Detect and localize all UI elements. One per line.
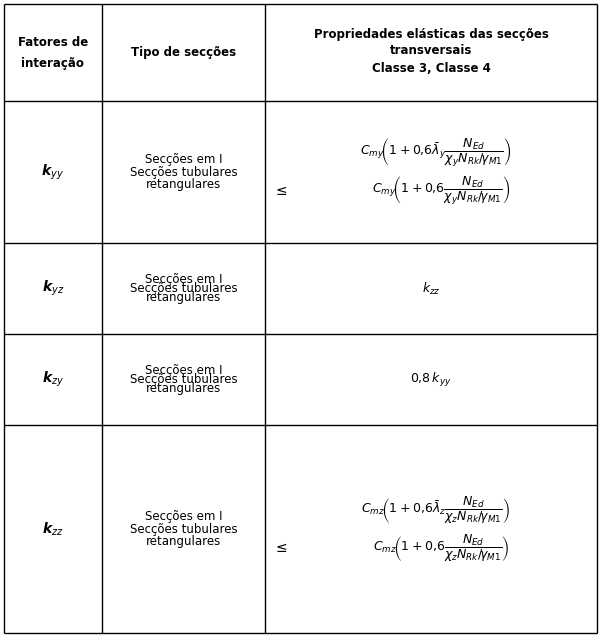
Text: Fatores de
interação: Fatores de interação [18,36,88,69]
Text: Propriedades elásticas das secções: Propriedades elásticas das secções [314,28,548,41]
Text: transversais: transversais [390,44,472,57]
Text: $\boldsymbol{k}_{zz}$: $\boldsymbol{k}_{zz}$ [42,520,64,538]
Text: retangulares: retangulares [146,382,221,396]
Text: $C_{my}\!\left(1+0{,}6\bar{\lambda}_y\dfrac{N_{Ed}}{\chi_y N_{Rk}/\!\gamma_{M1}}: $C_{my}\!\left(1+0{,}6\bar{\lambda}_y\df… [360,137,511,169]
Text: retangulares: retangulares [146,291,221,304]
Text: $\boldsymbol{k}_{yy}$: $\boldsymbol{k}_{yy}$ [41,162,64,182]
Text: $\leq$: $\leq$ [273,541,288,555]
Text: retangulares: retangulares [146,535,221,548]
Text: $k_{zz}$: $k_{zz}$ [422,280,441,297]
Text: $\boldsymbol{k}_{zy}$: $\boldsymbol{k}_{zy}$ [41,370,64,389]
Text: $\leq$: $\leq$ [273,184,288,198]
Text: Secções em I: Secções em I [145,273,222,286]
Text: $\boldsymbol{k}_{yz}$: $\boldsymbol{k}_{yz}$ [41,279,64,298]
Text: $C_{mz}\!\left(1+0{,}6\bar{\lambda}_z\dfrac{N_{Ed}}{\chi_z N_{Rk}/\!\gamma_{M1}}: $C_{mz}\!\left(1+0{,}6\bar{\lambda}_z\df… [361,495,510,526]
Text: Secções em I: Secções em I [145,510,222,523]
Text: Secções tubulares: Secções tubulares [130,282,237,295]
Text: $C_{my}\!\left(1+0{,}6\dfrac{N_{Ed}}{\chi_y N_{Rk}/\!\gamma_{M1}}\right)$: $C_{my}\!\left(1+0{,}6\dfrac{N_{Ed}}{\ch… [372,175,510,207]
Text: Secções tubulares: Secções tubulares [130,166,237,179]
Text: $C_{mz}\!\left(1+0{,}6\dfrac{N_{Ed}}{\chi_z N_{Rk}/\!\gamma_{M1}}\right)$: $C_{mz}\!\left(1+0{,}6\dfrac{N_{Ed}}{\ch… [373,533,509,564]
Text: retangulares: retangulares [146,178,221,191]
Text: $0{,}8\,k_{yy}$: $0{,}8\,k_{yy}$ [410,371,452,389]
Text: Secções tubulares: Secções tubulares [130,523,237,536]
Text: Secções em I: Secções em I [145,364,222,377]
Text: Classe 3, Classe 4: Classe 3, Classe 4 [371,62,490,75]
Text: Secções tubulares: Secções tubulares [130,373,237,386]
Text: Tipo de secções: Tipo de secções [131,47,236,59]
Text: Secções em I: Secções em I [145,154,222,166]
